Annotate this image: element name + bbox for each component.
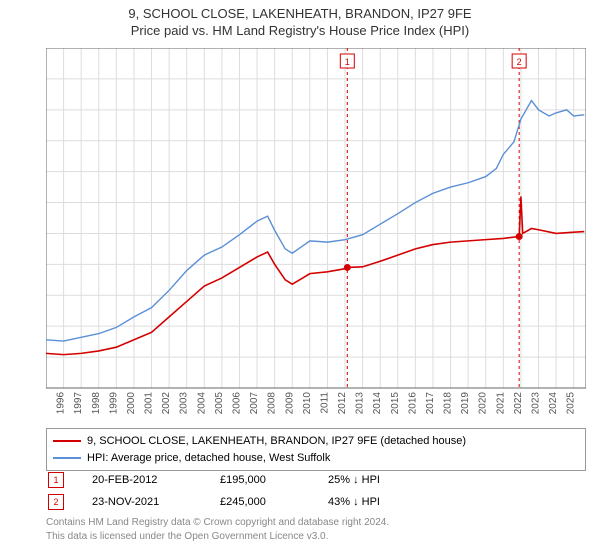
transaction-row: 2 23-NOV-2021 £245,000 43% ↓ HPI [46,494,586,510]
svg-text:1997: 1997 [73,392,84,414]
transaction-marker-2: 2 [48,494,64,510]
legend-swatch-property [53,440,81,442]
svg-text:2007: 2007 [249,392,260,414]
svg-text:1: 1 [345,57,350,67]
svg-text:2: 2 [517,57,522,67]
svg-text:2001: 2001 [144,392,155,414]
svg-text:2011: 2011 [319,392,330,414]
svg-text:2024: 2024 [548,392,559,414]
transaction-date: 23-NOV-2021 [92,496,192,508]
svg-text:2021: 2021 [495,392,506,414]
transaction-marker-1: 1 [48,472,64,488]
svg-text:2009: 2009 [284,392,295,414]
svg-text:2008: 2008 [267,392,278,414]
chart-svg: £0£50K£100K£150K£200K£250K£300K£350K£400… [46,48,586,414]
svg-text:2000: 2000 [126,392,137,414]
title-block: 9, SCHOOL CLOSE, LAKENHEATH, BRANDON, IP… [0,0,600,38]
svg-text:2003: 2003 [179,392,190,414]
transaction-diff: 25% ↓ HPI [328,474,448,486]
title-sub: Price paid vs. HM Land Registry's House … [0,23,600,38]
svg-text:1995: 1995 [46,392,49,414]
transaction-row: 1 20-FEB-2012 £195,000 25% ↓ HPI [46,472,586,488]
svg-text:2018: 2018 [443,392,454,414]
svg-text:2016: 2016 [407,392,418,414]
svg-text:2005: 2005 [214,392,225,414]
svg-text:2012: 2012 [337,392,348,414]
legend-label-property: 9, SCHOOL CLOSE, LAKENHEATH, BRANDON, IP… [87,433,466,450]
chart-container: 9, SCHOOL CLOSE, LAKENHEATH, BRANDON, IP… [0,0,600,560]
svg-text:2019: 2019 [460,392,471,414]
svg-text:2006: 2006 [231,392,242,414]
legend-row-hpi: HPI: Average price, detached house, West… [53,450,579,467]
svg-text:1998: 1998 [91,392,102,414]
svg-text:2014: 2014 [372,392,383,414]
title-main: 9, SCHOOL CLOSE, LAKENHEATH, BRANDON, IP… [0,6,600,21]
svg-text:2004: 2004 [196,392,207,414]
transaction-price: £195,000 [220,474,300,486]
footer-line-1: Contains HM Land Registry data © Crown c… [46,516,586,530]
legend-box: 9, SCHOOL CLOSE, LAKENHEATH, BRANDON, IP… [46,428,586,471]
svg-text:1999: 1999 [108,392,119,414]
chart-area: £0£50K£100K£150K£200K£250K£300K£350K£400… [46,48,586,414]
transaction-date: 20-FEB-2012 [92,474,192,486]
svg-text:2010: 2010 [302,392,313,414]
svg-text:2013: 2013 [355,392,366,414]
svg-text:2022: 2022 [513,392,524,414]
svg-text:2025: 2025 [566,392,577,414]
transaction-diff: 43% ↓ HPI [328,496,448,508]
svg-text:2002: 2002 [161,392,172,414]
footer-line-2: This data is licensed under the Open Gov… [46,530,586,544]
svg-text:2017: 2017 [425,392,436,414]
svg-text:2015: 2015 [390,392,401,414]
svg-text:2023: 2023 [531,392,542,414]
svg-text:1996: 1996 [56,392,67,414]
legend-swatch-hpi [53,457,81,459]
transaction-price: £245,000 [220,496,300,508]
footer: Contains HM Land Registry data © Crown c… [46,516,586,543]
svg-text:2020: 2020 [478,392,489,414]
transactions-block: 1 20-FEB-2012 £195,000 25% ↓ HPI 2 23-NO… [46,472,586,516]
legend-row-property: 9, SCHOOL CLOSE, LAKENHEATH, BRANDON, IP… [53,433,579,450]
legend-label-hpi: HPI: Average price, detached house, West… [87,450,330,467]
